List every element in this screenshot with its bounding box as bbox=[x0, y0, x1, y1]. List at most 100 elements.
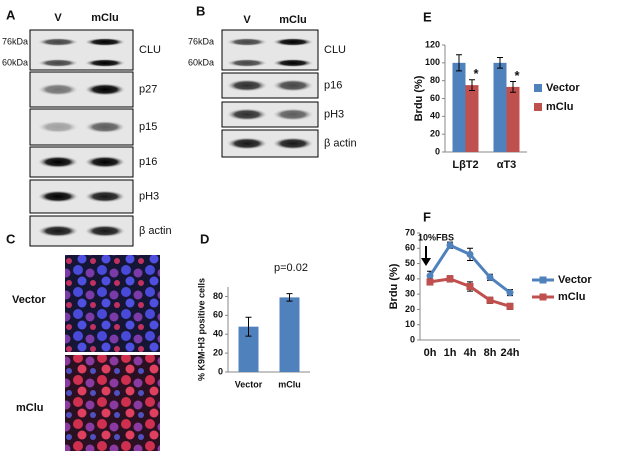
panel-label: A bbox=[6, 7, 16, 22]
annotation: p=0.02 bbox=[274, 262, 308, 274]
blot-label: p15 bbox=[139, 121, 157, 133]
y-tick-label: 70 bbox=[405, 227, 415, 237]
y-tick-label: 120 bbox=[425, 39, 440, 49]
y-tick-label: 10 bbox=[405, 319, 415, 329]
x-tick-label: 24h bbox=[501, 347, 520, 359]
panel-label: D bbox=[200, 231, 209, 246]
marker bbox=[486, 296, 494, 304]
x-tick-label: Vector bbox=[235, 379, 263, 389]
band bbox=[38, 59, 78, 67]
blot-label: p27 bbox=[139, 83, 157, 95]
y-tick-label: 20 bbox=[213, 347, 223, 357]
marker bbox=[426, 278, 434, 286]
legend-marker bbox=[539, 276, 547, 284]
arrow-head bbox=[421, 258, 431, 266]
lane-label: mClu bbox=[279, 14, 307, 26]
bar bbox=[452, 62, 466, 153]
y-tick-label: 0 bbox=[410, 334, 415, 344]
legend-label: mClu bbox=[546, 101, 574, 113]
significance: * bbox=[514, 68, 520, 83]
marker bbox=[466, 283, 474, 290]
legend-label: Vector bbox=[558, 274, 592, 286]
band bbox=[85, 121, 125, 133]
marker: 60kDa bbox=[188, 57, 214, 67]
y-tick-label: 0 bbox=[218, 366, 223, 376]
band bbox=[273, 79, 313, 92]
legend-swatch bbox=[534, 84, 542, 92]
error-bar bbox=[286, 293, 293, 302]
marker bbox=[466, 250, 474, 258]
band bbox=[227, 79, 267, 92]
bar bbox=[465, 85, 479, 152]
x-tick-label: 1h bbox=[444, 347, 457, 359]
y-tick-label: 20 bbox=[405, 304, 415, 314]
band bbox=[227, 137, 267, 150]
lane-label: V bbox=[54, 12, 62, 24]
y-tick-label: 100 bbox=[425, 57, 440, 67]
y-tick-label: 40 bbox=[430, 111, 440, 121]
band bbox=[38, 156, 78, 168]
panel-label: B bbox=[196, 3, 205, 18]
y-axis-label: Brdu (%) bbox=[388, 263, 400, 309]
x-tick-label: 4h bbox=[464, 347, 477, 359]
annotation: 10%FBS bbox=[418, 232, 454, 242]
blot-label: β actin bbox=[139, 225, 172, 237]
lane-label: mClu bbox=[91, 12, 119, 24]
marker: 76kDa bbox=[188, 36, 214, 46]
band bbox=[85, 38, 125, 46]
band bbox=[38, 190, 78, 203]
y-tick-label: 20 bbox=[430, 129, 440, 139]
marker: 60kDa bbox=[2, 57, 28, 67]
blot-label: CLU bbox=[324, 44, 346, 56]
band bbox=[227, 59, 267, 67]
micrograph bbox=[65, 255, 160, 352]
band bbox=[85, 83, 125, 96]
legend-swatch bbox=[534, 103, 542, 111]
band bbox=[273, 137, 313, 150]
bar bbox=[506, 86, 520, 152]
panel-label: E bbox=[423, 9, 432, 24]
band bbox=[227, 38, 267, 46]
micrograph bbox=[65, 355, 160, 451]
band bbox=[85, 225, 125, 237]
panel-label: C bbox=[6, 231, 16, 246]
marker bbox=[446, 275, 454, 283]
marker bbox=[426, 272, 434, 280]
y-tick-label: 60 bbox=[213, 310, 223, 320]
error-bar bbox=[456, 54, 462, 72]
y-tick-label: 40 bbox=[405, 273, 415, 283]
marker bbox=[506, 302, 514, 310]
error-bar bbox=[497, 56, 503, 69]
error-bar bbox=[469, 79, 475, 91]
y-tick-label: 0 bbox=[435, 146, 440, 156]
row-label: Vector bbox=[12, 294, 46, 306]
band bbox=[273, 59, 313, 67]
band bbox=[85, 190, 125, 203]
x-tick-label: 0h bbox=[424, 347, 437, 359]
blot-label: p16 bbox=[139, 156, 157, 168]
y-tick-label: 40 bbox=[213, 329, 223, 339]
y-axis-label: Brdu (%) bbox=[413, 75, 425, 121]
lane-label: V bbox=[243, 14, 251, 26]
legend-label: mClu bbox=[558, 291, 586, 303]
bar bbox=[279, 297, 300, 372]
bar bbox=[493, 62, 507, 153]
blot-label: β actin bbox=[324, 137, 357, 149]
band bbox=[227, 108, 267, 121]
y-tick-label: 50 bbox=[405, 258, 415, 268]
y-tick-label: 60 bbox=[405, 243, 415, 253]
x-tick-label: 8h bbox=[484, 347, 497, 359]
row-label: mClu bbox=[16, 402, 44, 414]
band bbox=[85, 156, 125, 168]
marker: 76kDa bbox=[2, 36, 28, 46]
x-tick-label: αT3 bbox=[497, 159, 517, 171]
band bbox=[273, 38, 313, 46]
y-tick-label: 80 bbox=[213, 291, 223, 301]
band bbox=[273, 108, 313, 121]
bar bbox=[238, 326, 259, 372]
panel-label: F bbox=[423, 209, 431, 224]
blot-label: pH3 bbox=[324, 108, 344, 120]
band bbox=[85, 59, 125, 67]
band bbox=[38, 38, 78, 46]
